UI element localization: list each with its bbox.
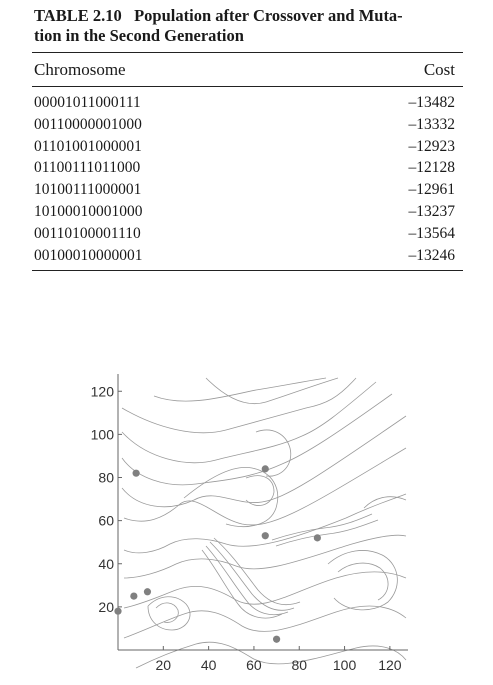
contour-plot: 20 40 60 80 100 120 20 40 60 80 100 120	[76, 368, 416, 680]
x-tick-label: 40	[201, 657, 217, 673]
chromosome-cell: 01100111011000	[34, 159, 141, 177]
data-points	[114, 465, 321, 643]
table-title-line1: Population after Crossover and Muta-	[134, 6, 403, 25]
table-title-line2: tion in the Second Generation	[34, 26, 244, 45]
table-row: 01101001000001 –12923	[34, 136, 455, 158]
column-header-chromosome: Chromosome	[34, 60, 126, 79]
x-tick-label: 100	[333, 657, 357, 673]
axis-ticks: 20 40 60 80 100 120 20 40 60 80 100 120	[91, 383, 402, 673]
table-row: 10100111000001 –12961	[34, 179, 455, 201]
y-tick-label: 40	[98, 556, 114, 572]
cost-cell: –13246	[408, 246, 456, 264]
y-tick-label: 60	[98, 513, 114, 529]
data-point	[130, 592, 138, 600]
chromosome-cell: 10100010001000	[34, 202, 143, 220]
data-point	[132, 469, 140, 477]
chromosome-cell: 00110000001000	[34, 115, 142, 133]
table-top-rule	[32, 52, 463, 54]
table-row: 00100010000001 –13246	[34, 245, 455, 267]
x-tick-label: 80	[291, 657, 307, 673]
cost-cell: –13564	[408, 224, 456, 242]
x-tick-label: 20	[156, 657, 172, 673]
y-tick-label: 120	[91, 383, 115, 399]
cost-cell: –13482	[408, 94, 456, 111]
cost-cell: –13332	[408, 115, 456, 133]
data-point	[261, 465, 269, 473]
data-point	[114, 607, 122, 615]
chromosome-cell: 01101001000001	[34, 137, 142, 155]
y-tick-label: 100	[91, 426, 115, 442]
x-tick-label: 120	[378, 657, 402, 673]
chromosome-cell: 00100010000001	[34, 246, 143, 264]
table-row: 00001011000111 –13482	[34, 92, 455, 114]
y-tick-label: 20	[98, 599, 114, 615]
table-row: 00110100001110 –13564	[34, 223, 455, 245]
table-number: TABLE 2.10	[34, 6, 122, 25]
table-row: 10100010001000 –13237	[34, 201, 455, 223]
data-point	[313, 534, 321, 542]
table-bottom-rule	[32, 270, 463, 272]
chromosome-cell: 00001011000111	[34, 94, 141, 111]
x-tick-label: 60	[246, 657, 262, 673]
table-row: 00110000001000 –13332	[34, 114, 455, 136]
cost-cell: –12923	[408, 137, 456, 155]
data-point	[143, 588, 152, 596]
column-header-cost: Cost	[423, 60, 455, 79]
table-caption: TABLE 2.10 Population after Crossover an…	[34, 6, 464, 46]
plot-axes	[117, 374, 408, 651]
table-body: 00001011000111 –13482 00110000001000 –1333…	[34, 92, 455, 266]
cost-cell: –12961	[408, 181, 456, 199]
contour-plot-svg: 20 40 60 80 100 120 20 40 60 80 100 120	[91, 374, 408, 673]
cost-cell: –12128	[408, 159, 456, 177]
y-tick-label: 80	[98, 470, 114, 486]
data-point	[272, 635, 281, 643]
table-header-rule	[32, 86, 463, 87]
cost-cell: –13237	[408, 202, 456, 220]
chromosome-cell: 00110100001110	[34, 224, 141, 242]
table-row: 01100111011000 –12128	[34, 157, 455, 179]
chromosome-cell: 10100111000001	[34, 181, 142, 199]
contour-lines	[121, 377, 407, 669]
data-point	[261, 532, 269, 540]
